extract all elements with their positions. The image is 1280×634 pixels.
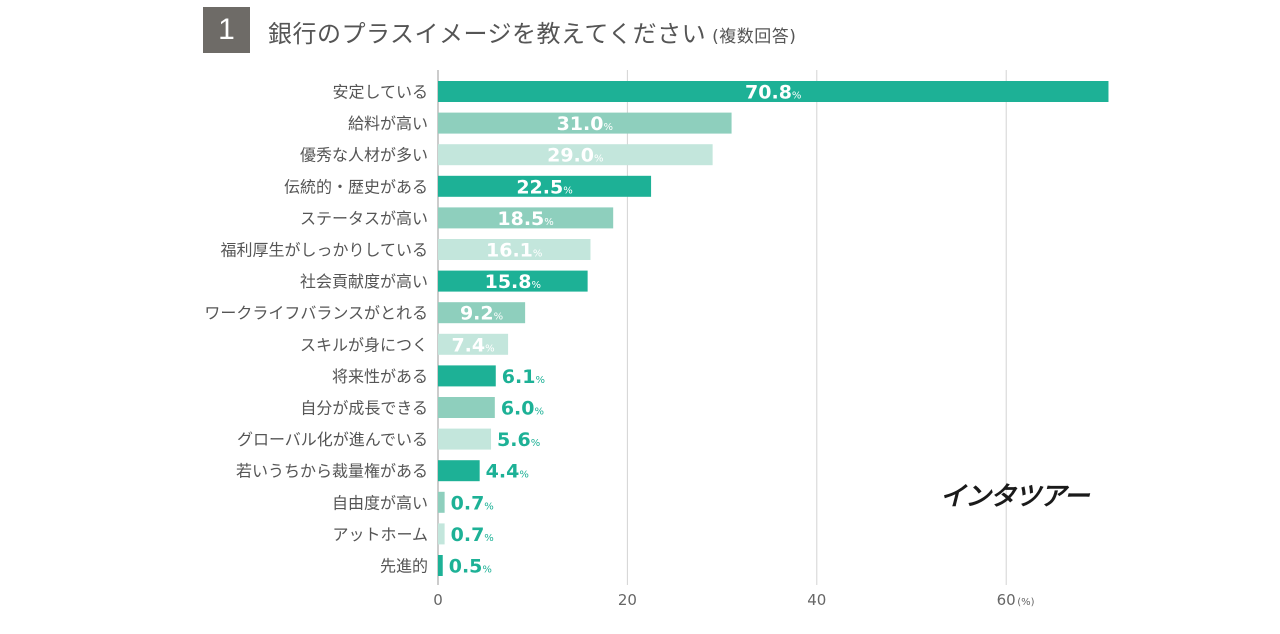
category-label: 先進的 [380,557,428,576]
bar [438,239,591,260]
value-label: 9.2% [460,303,503,325]
value-label: 29.0% [547,145,603,167]
category-label: 福利厚生がしっかりしている [220,241,428,260]
chart-subtitle: (複数回答) [712,27,797,47]
bar [438,365,496,387]
bar [438,207,614,229]
x-tick-label: 60 [997,591,1016,609]
category-label: ワークライフバランスがとれる [204,304,428,323]
question-number: 1 [203,7,250,53]
value-label: 6.1% [502,366,545,388]
brand-logo: インタツアー [940,482,1089,512]
category-label: ステータスが高い [300,209,428,228]
value-label: 22.5% [516,176,572,198]
x-axis-unit: (%) [1017,597,1034,608]
category-label: 自由度が高い [332,493,428,512]
bar [438,460,480,482]
value-label: 5.6% [497,429,540,451]
category-label: スキルが身につく [300,335,428,354]
chart-title-text: 銀行のプラスイメージを教えてください [268,20,707,48]
value-label: 15.8% [485,271,541,293]
category-label: グローバル化が進んでいる [237,430,428,449]
category-label: 給料が高い [348,114,428,133]
bar [438,175,652,197]
value-label: 7.4% [451,334,494,356]
category-label: 伝統的・歴史がある [284,177,428,196]
bar [438,397,495,418]
bar [438,428,492,450]
bar [438,144,713,166]
bar [438,523,445,545]
bar [438,491,445,513]
x-tick-label: 0 [433,591,443,609]
category-label: 社会貢献度が高い [300,272,428,291]
bar [438,270,588,292]
category-label: アットホーム [332,525,428,544]
x-tick-label: 40 [807,591,826,609]
value-label: 0.5% [449,556,492,578]
value-label: 18.5% [497,208,553,230]
bar [438,333,509,355]
category-label: 自分が成長できる [300,399,428,418]
value-label: 0.7% [451,524,494,546]
bar [438,112,732,134]
chart-title: 銀行のプラスイメージを教えてください (複数回答) [268,14,796,49]
category-label: 優秀な人材が多い [300,146,428,165]
value-label: 6.0% [501,398,544,420]
value-label: 31.0% [557,113,613,135]
category-label: 安定している [332,83,428,102]
value-label: 0.7% [451,492,494,514]
value-label: 4.4% [486,461,529,483]
bar [438,302,526,324]
category-label: 若いうちから裁量権がある [236,462,428,481]
category-label: 将来性がある [332,367,428,386]
bar [438,81,1109,102]
value-label: 16.1% [486,240,542,262]
bar [438,555,443,576]
x-tick-label: 20 [618,591,637,609]
value-label: 70.8% [745,82,801,104]
